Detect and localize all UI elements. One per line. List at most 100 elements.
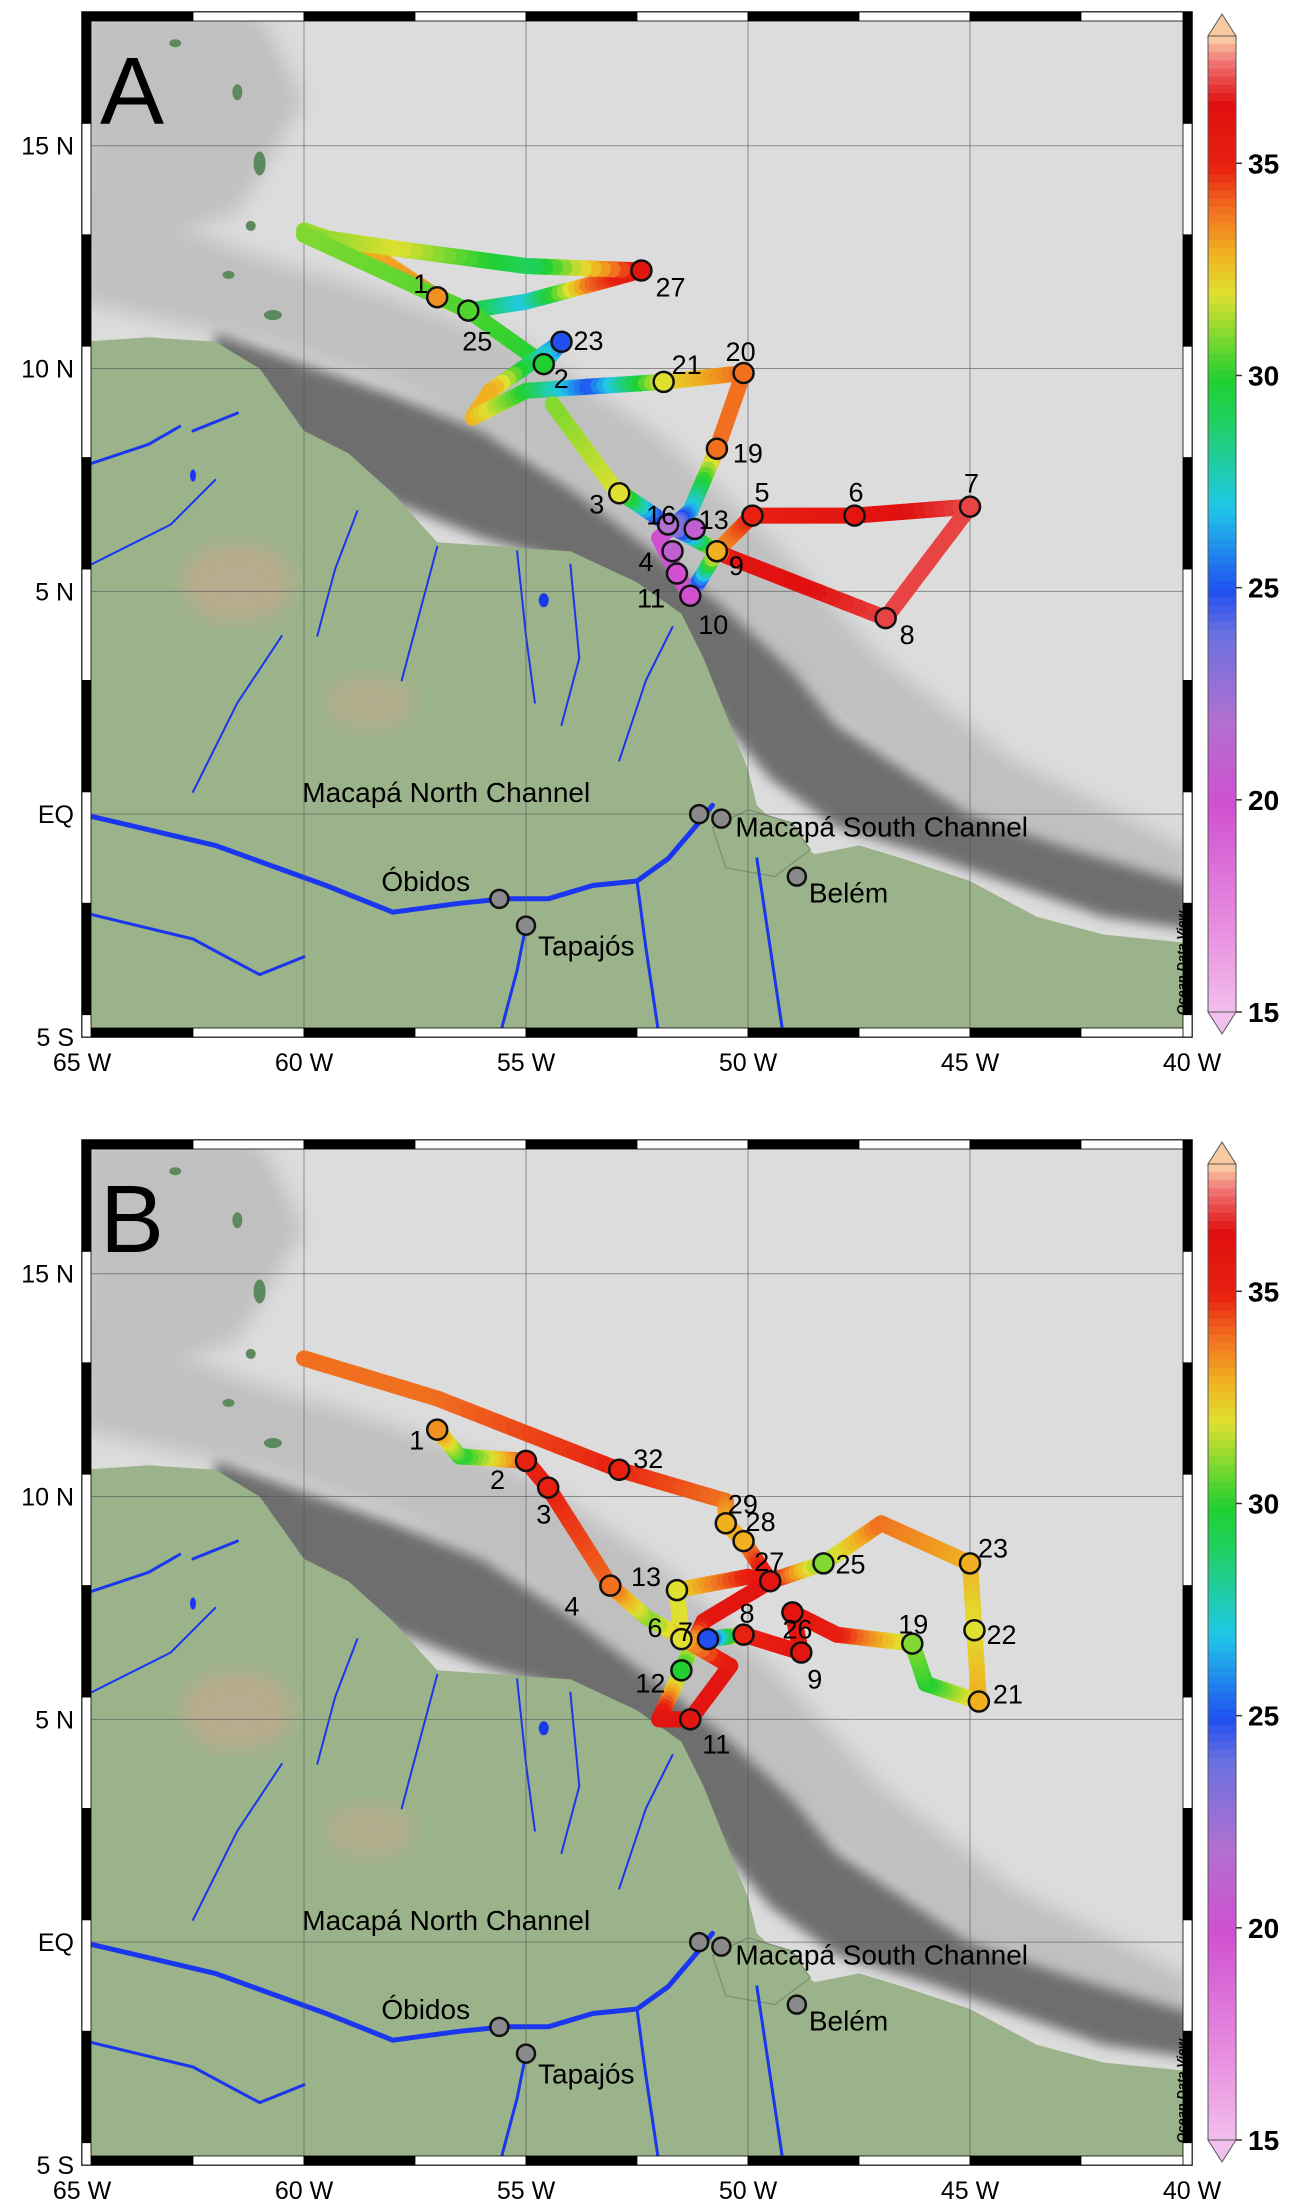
island <box>222 1398 235 1407</box>
colorbar-min-arrow <box>1207 1011 1237 1035</box>
place-marker-belem <box>786 1994 808 2015</box>
x-tick-label: 50 W <box>719 1049 778 1077</box>
river <box>316 1638 359 1765</box>
station-label: 19 <box>733 439 763 469</box>
station-marker <box>532 352 556 376</box>
station-marker <box>714 1512 738 1535</box>
station-label: 22 <box>986 1620 1016 1650</box>
station-marker <box>874 606 897 630</box>
colorbar-tick-label: 20 <box>1248 1913 1279 1944</box>
colorbar-tick-label: 15 <box>1248 2125 1279 2156</box>
station-marker <box>705 437 729 460</box>
island <box>253 1279 266 1304</box>
place-label-belem: Belém <box>809 878 888 909</box>
river <box>82 478 217 571</box>
continental-shelf <box>215 1460 1192 2058</box>
station-marker <box>679 1708 702 1731</box>
river <box>192 634 283 793</box>
station-marker <box>457 299 480 322</box>
river <box>497 924 528 1037</box>
highland-shading <box>182 542 293 623</box>
station-marker <box>665 1578 689 1602</box>
place-marker-north-channel <box>688 1931 710 1953</box>
station-marker <box>607 1458 631 1482</box>
station-marker <box>790 1641 813 1664</box>
island <box>232 1212 243 1229</box>
colorbar: 35 30 25 20 15 <box>1207 13 1279 1035</box>
station-label: 5 <box>754 478 769 508</box>
river <box>497 2052 528 2165</box>
y-tick-label: EQ <box>38 801 74 829</box>
station-label: 8 <box>740 1599 755 1629</box>
place-marker-obidos <box>489 888 510 910</box>
station-marker <box>781 1601 804 1624</box>
station-label: 29 <box>728 1489 758 1519</box>
station-marker <box>425 1418 449 1441</box>
station-label: 2 <box>554 364 569 394</box>
place-label-obidos: Óbidos <box>381 1994 470 2025</box>
station-label: 23 <box>978 1533 1008 1563</box>
place-marker-north-channel <box>688 803 710 825</box>
station-label: 23 <box>574 326 604 356</box>
station-marker <box>656 513 680 536</box>
station-label: 13 <box>631 1562 661 1592</box>
station-marker <box>705 539 729 563</box>
station-label: 32 <box>633 1444 663 1474</box>
island <box>263 310 282 321</box>
station-marker <box>963 1618 986 1642</box>
river <box>755 1985 785 2165</box>
station-label: 6 <box>849 478 864 508</box>
place-label-north-channel: Macapá North Channel <box>302 1905 590 1936</box>
island <box>232 84 243 101</box>
station-marker <box>550 330 573 354</box>
slope-shading <box>82 190 1192 922</box>
station-marker <box>665 562 689 585</box>
station-marker <box>607 482 631 505</box>
island <box>169 39 182 48</box>
place-label-south-channel: Macapá South Channel <box>735 1940 1028 1971</box>
x-tick-label: 40 W <box>1163 2177 1222 2205</box>
colorbar-max-arrow <box>1207 1141 1237 1165</box>
station-marker <box>901 1632 924 1655</box>
reservoir <box>190 469 196 482</box>
colorbar-tick-label: 15 <box>1248 997 1279 1028</box>
station-label: 25 <box>835 1549 865 1579</box>
place-marker-south-channel <box>711 808 732 829</box>
reservoir <box>538 1721 549 1736</box>
river <box>82 2038 306 2105</box>
colorbar-tick-label: 35 <box>1248 1276 1279 1307</box>
station-marker <box>843 504 866 527</box>
station-marker <box>758 1569 782 1593</box>
highland-shading <box>325 674 416 731</box>
station-label: 21 <box>993 1680 1023 1710</box>
y-tick-label: 5 N <box>35 1706 74 1734</box>
station-label: 1 <box>409 1426 424 1456</box>
x-tick-label: 55 W <box>497 1049 556 1077</box>
x-tick-label: 60 W <box>275 2177 334 2205</box>
river <box>82 1553 182 1597</box>
station-marker <box>741 504 764 527</box>
station-label: 9 <box>729 551 744 581</box>
place-label-belem: Belém <box>809 2006 888 2037</box>
station-marker <box>514 1449 538 1473</box>
river <box>618 1754 674 1890</box>
river <box>400 545 439 682</box>
colorbar-tick-label: 25 <box>1248 1701 1279 1732</box>
south-america-land <box>82 1465 1192 2165</box>
panel-letter: B <box>100 1166 164 1273</box>
y-tick-label: 10 N <box>21 1484 74 1512</box>
x-tick-label: 60 W <box>275 1049 334 1077</box>
map-panel-a: 1 25 232 21 20 27 19 3 16 13 5 6 7 4 9 11 10 8 Macapá Nort… <box>21 11 1222 1077</box>
station-marker <box>958 1552 982 1575</box>
station-label: 26 <box>782 1614 812 1644</box>
place-label-north-channel: Macapá North Channel <box>302 777 590 808</box>
river <box>191 411 239 433</box>
colorbar-min-arrow <box>1207 2139 1237 2163</box>
station-marker <box>652 370 675 394</box>
odv-credit: Ocean Data View <box>1174 910 1189 1015</box>
station-label: 9 <box>807 1665 822 1695</box>
river <box>192 1762 283 1921</box>
station-marker <box>696 1627 720 1651</box>
station-marker <box>425 285 449 309</box>
